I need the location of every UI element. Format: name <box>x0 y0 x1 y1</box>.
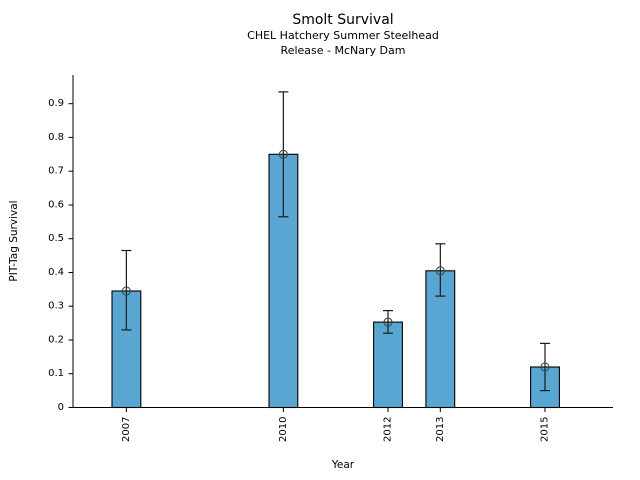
point-marker-2015 <box>540 362 550 372</box>
point-marker-2013 <box>435 266 445 276</box>
x-tick-label: 2015 <box>539 417 550 442</box>
y-tick-label: 0.1 <box>48 368 64 379</box>
bar-2012 <box>373 321 403 409</box>
chart-subtitle-line2: Release - McNary Dam <box>281 44 406 57</box>
y-tick-label: 0.8 <box>48 132 64 143</box>
point-marker-2012 <box>383 317 393 327</box>
y-tick-label: 0.4 <box>48 267 64 278</box>
point-marker-2007 <box>121 286 131 296</box>
chart-title: Smolt Survival <box>292 12 393 28</box>
x-tick-label: 2007 <box>121 417 132 442</box>
y-tick-label: 0.2 <box>48 335 64 346</box>
y-tick-label: 0.6 <box>48 200 64 211</box>
y-axis-label: PIT-Tag Survival <box>8 200 20 281</box>
plot-area: 0 0.1 0.2 0.3 0.4 0.5 0.6 0.7 0.8 0.9 2007 2010 2012… <box>48 75 613 442</box>
x-tick-label: 2012 <box>383 417 394 442</box>
y-tick-label: 0.7 <box>48 166 64 177</box>
y-tick-label: 0 <box>58 402 64 413</box>
x-axis-label: Year <box>331 459 355 471</box>
chart-subtitle-line1: CHEL Hatchery Summer Steelhead <box>247 29 439 42</box>
x-tick-label: 2013 <box>435 417 446 442</box>
x-tick-label: 2010 <box>278 417 289 442</box>
y-tick-label: 0.5 <box>48 233 64 244</box>
point-marker-2010 <box>278 149 288 159</box>
y-tick-label: 0.9 <box>48 98 64 109</box>
y-tick-label: 0.3 <box>48 301 64 312</box>
